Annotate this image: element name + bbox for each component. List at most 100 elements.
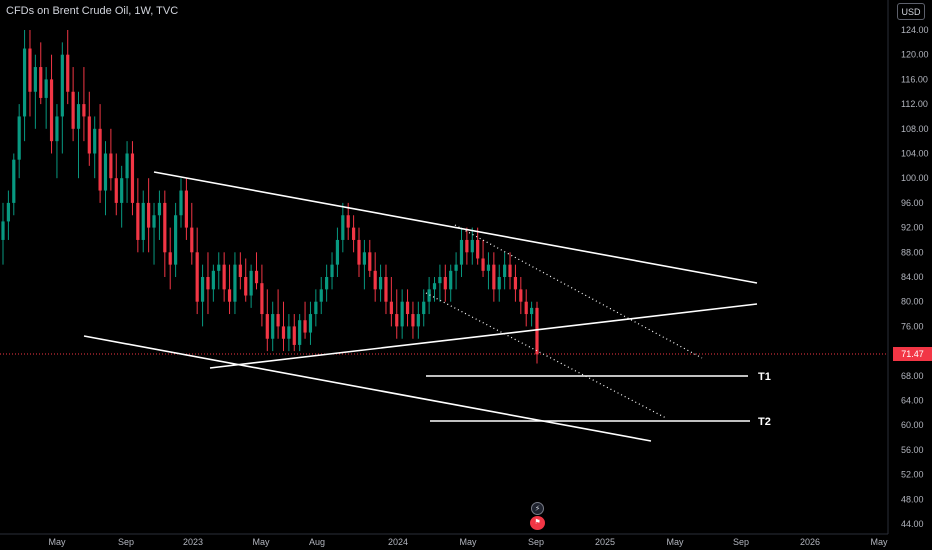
candle-body [238,264,242,277]
candle [120,165,124,228]
candle [508,252,512,290]
candle-body [308,314,313,333]
candle [249,264,253,308]
candle-body [373,270,377,290]
candle-body [325,277,329,290]
trendline-upper-resistance[interactable] [153,171,758,284]
candle [147,178,151,253]
candle-body [98,128,102,191]
candle [276,289,280,339]
candle [184,178,188,240]
candle [341,202,345,253]
candle-body [519,289,523,302]
trendline-channel-top[interactable] [454,224,703,359]
candle [141,190,145,253]
candle [206,252,210,315]
time-axis[interactable]: May Sep 2023 May Aug 2024 May Sep 2025 May Sep 2026… [48,537,888,547]
candle [368,239,372,277]
drawings-layer[interactable]: T1 T2 [83,171,771,442]
candle-body [341,215,345,240]
candle [454,252,458,290]
candle-body [303,320,307,333]
candle-body [125,153,129,179]
trendline-lower-support[interactable] [83,335,652,442]
candle [422,289,426,327]
candle-body [454,264,458,271]
candle [362,239,366,290]
candle-body [422,301,426,315]
candle [260,264,264,327]
time-tick-label: 2024 [388,537,408,547]
time-tick-label: May [459,537,477,547]
candle-body [395,314,399,327]
candle-body [346,215,350,228]
candle [233,252,237,315]
candle-body [287,326,291,339]
candle [238,252,242,290]
candle-body [459,239,464,265]
candle [190,202,194,265]
candle [130,141,135,216]
candle-body [470,239,474,253]
price-tick-label: 108.00 [901,124,929,134]
candle-body [352,227,356,240]
price-axis[interactable]: 124.00 120.00 116.00 112.00 108.00 104.00 100.… [901,25,929,529]
candle-body [492,264,496,290]
candle-body [76,104,81,129]
candle [109,128,113,191]
time-tick-label: 2026 [800,537,820,547]
candle-body [389,301,393,315]
candle [152,202,156,265]
candle [66,30,70,105]
candle-body [141,202,145,240]
candle [395,289,399,339]
candle-body [481,258,485,271]
candle-body [109,153,113,179]
candle [346,202,350,240]
candle-body [60,54,64,117]
candle-body [254,270,259,284]
price-tick-label: 96.00 [901,198,924,208]
candle [265,289,269,352]
candle [33,54,37,129]
candle [432,277,437,302]
candle-body [378,277,383,290]
candle-body [233,264,237,302]
candle-body [362,252,366,265]
candle [335,227,340,277]
lightning-icon[interactable]: ⚡ [531,502,544,515]
price-tick-label: 104.00 [901,149,929,159]
candle [530,301,534,327]
price-tick-label: 64.00 [901,396,924,406]
candle-body [443,277,447,290]
candle-body [271,314,275,339]
candle-body [465,239,469,253]
trendline-rising-support[interactable] [209,303,758,369]
candle-body [33,67,37,92]
event-flag-icon[interactable]: ⚑ [530,516,545,530]
candle-body [508,264,512,277]
candle-body [217,264,221,271]
candle [400,289,404,339]
price-tick-label: 44.00 [901,519,924,529]
candle [357,227,361,277]
candle [470,227,474,265]
candle [98,104,102,203]
candle [281,301,286,352]
candle [82,67,86,142]
candle [1,202,5,265]
candle-body [147,202,151,228]
candle-body [357,239,361,265]
candle-body [416,314,420,327]
candle-body [39,67,43,98]
price-tick-label: 120.00 [901,50,929,60]
candle [384,264,388,315]
price-tick-label: 56.00 [901,445,924,455]
currency-button[interactable]: USD [897,3,925,20]
candle-body [432,283,437,290]
time-tick-label: May [48,537,66,547]
candle [12,153,16,216]
candle [459,227,464,277]
candle [325,264,329,302]
